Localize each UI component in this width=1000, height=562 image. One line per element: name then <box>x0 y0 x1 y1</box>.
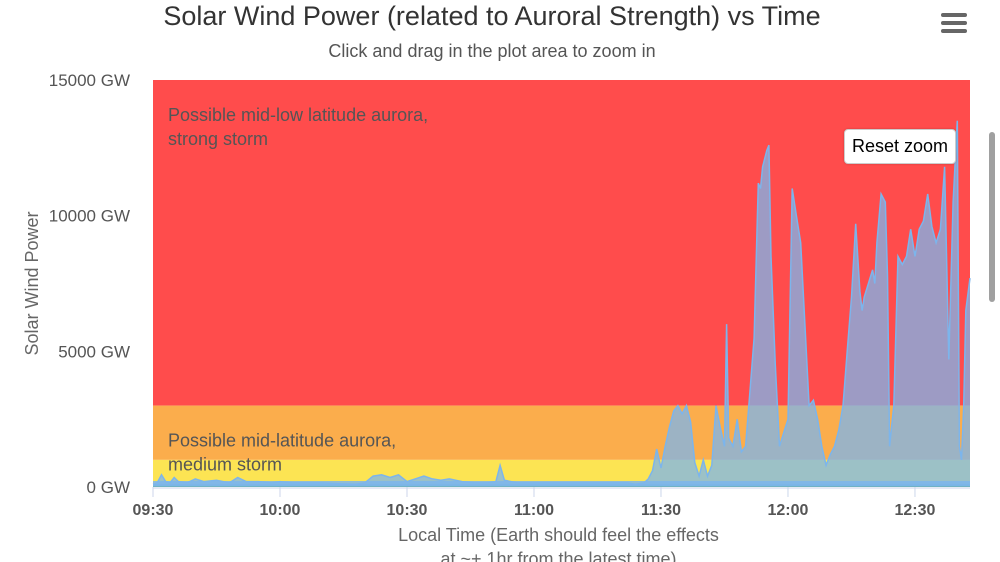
series-baseline <box>153 481 970 486</box>
menu-bar <box>941 13 967 17</box>
x-tick-label: 10:30 <box>387 502 428 519</box>
x-tick-label: 10:00 <box>260 502 301 519</box>
x-axis: 09:30 10:00 10:30 11:00 11:30 12:00 12:30 <box>133 487 970 519</box>
axis-titles: Solar Wind Power Local Time (Earth should… <box>22 211 719 562</box>
series-area <box>153 120 970 487</box>
x-axis-title: Local Time (Earth should feel the effect… <box>398 525 719 545</box>
menu-bar <box>941 29 967 33</box>
band-label: strong storm <box>168 129 268 149</box>
y-tick-label: 0 GW <box>87 478 130 497</box>
x-tick-label: 12:30 <box>895 502 936 519</box>
x-tick-label: 11:00 <box>514 502 554 519</box>
y-tick-label: 5000 GW <box>58 342 130 361</box>
hamburger-menu-icon[interactable] <box>936 10 972 36</box>
x-tick-label: 09:30 <box>133 502 174 519</box>
band-label: Possible mid-low latitude aurora, <box>168 105 428 125</box>
y-tick-label: 10000 GW <box>49 207 130 226</box>
y-tick-label: 15000 GW <box>49 71 130 90</box>
chart-title: Solar Wind Power (related to Auroral Str… <box>163 1 821 31</box>
chart-subtitle: Click and drag in the plot area to zoom … <box>328 41 656 61</box>
x-tick-label: 11:30 <box>641 502 681 519</box>
series-layer <box>152 120 971 487</box>
x-tick-label: 12:00 <box>768 502 809 519</box>
menu-bar <box>941 21 967 25</box>
scrollbar-thumb[interactable] <box>989 132 995 302</box>
band-label: Possible mid-latitude aurora, <box>168 431 396 451</box>
reset-zoom-button[interactable]: Reset zoom <box>844 129 956 164</box>
band-label: medium storm <box>168 455 282 475</box>
y-axis: 0 GW 5000 GW 10000 GW 15000 GW <box>49 71 130 497</box>
plot-band <box>153 80 970 406</box>
y-axis-title: Solar Wind Power <box>22 211 42 355</box>
x-axis-title: at ~+ 1hr from the latest time) <box>440 549 676 562</box>
